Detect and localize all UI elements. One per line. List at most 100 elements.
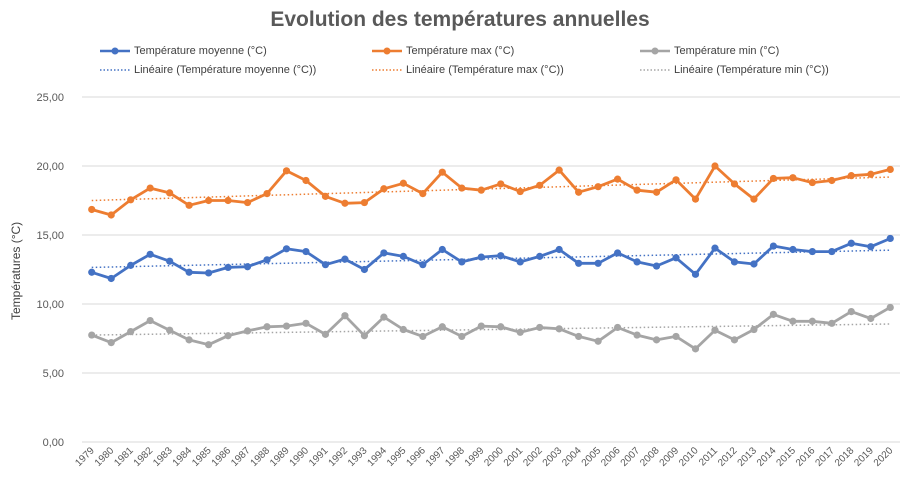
x-tick-label: 1988 [249, 445, 273, 469]
data-point [652, 188, 661, 196]
data-point [224, 196, 232, 205]
data-point [341, 312, 349, 320]
data-point [808, 317, 816, 325]
data-point [516, 187, 524, 196]
data-point [769, 310, 778, 318]
data-point [847, 172, 855, 180]
data-point [166, 189, 174, 197]
series-line [91, 164, 891, 217]
data-point [127, 261, 135, 269]
data-point [497, 180, 505, 188]
data-point [730, 336, 739, 344]
data-point [497, 323, 505, 331]
legend-trend-label-min: Linéaire (Température min (°C)) [674, 64, 829, 76]
data-point [127, 328, 135, 336]
data-point [575, 188, 583, 196]
x-tick-label: 1990 [288, 445, 312, 469]
data-point [458, 258, 466, 266]
data-point [204, 196, 213, 205]
y-tick-label: 5,00 [43, 368, 64, 380]
data-point [477, 253, 485, 261]
data-point [789, 317, 797, 325]
data-point [127, 196, 135, 204]
data-point [477, 186, 485, 194]
data-point [633, 331, 641, 339]
x-tick-label: 1997 [424, 445, 448, 469]
data-point [380, 313, 388, 321]
x-tick-label: 1992 [327, 445, 351, 469]
data-point [789, 174, 797, 182]
data-point [146, 316, 154, 325]
data-point [341, 255, 349, 263]
x-tick-label: 2006 [599, 445, 623, 469]
data-point [691, 345, 700, 353]
x-tick-label: 2001 [502, 445, 526, 469]
data-point [458, 184, 466, 192]
data-point [730, 180, 739, 188]
data-point [711, 326, 719, 334]
data-point [419, 190, 427, 198]
legend-marker-min [640, 47, 670, 55]
data-point [536, 252, 544, 260]
data-point [321, 261, 330, 269]
legend-label-max: Température max (°C) [406, 45, 515, 57]
x-tick-label: 2003 [541, 445, 565, 469]
trendline [91, 249, 891, 269]
data-point [886, 303, 894, 312]
data-point [828, 176, 836, 185]
data-point [847, 239, 855, 247]
data-point [282, 245, 291, 253]
data-point [555, 325, 563, 333]
data-point [497, 252, 505, 260]
legend-item-trend-moyenne: Linéaire (Température moyenne (°C)) [100, 64, 316, 76]
data-point [711, 162, 719, 170]
data-point [691, 195, 700, 203]
data-point [302, 319, 310, 327]
data-point [633, 186, 641, 194]
data-point [672, 254, 680, 262]
x-tick-label: 2014 [755, 445, 779, 469]
x-tick-label: 2010 [677, 445, 701, 469]
data-point [652, 336, 661, 344]
data-point [789, 245, 797, 254]
data-point [867, 314, 875, 323]
data-point [380, 249, 388, 257]
data-point [107, 211, 115, 219]
data-point [555, 166, 563, 174]
data-point [185, 268, 193, 276]
x-tick-label: 2018 [833, 445, 857, 469]
data-point [672, 176, 680, 184]
data-point [750, 195, 758, 203]
data-point [769, 242, 778, 250]
data-point [828, 319, 836, 327]
legend-item-trend-max: Linéaire (Température max (°C)) [372, 64, 564, 76]
data-point [360, 198, 369, 207]
y-tick-label: 0,00 [43, 437, 64, 449]
data-point [321, 330, 330, 338]
legend-trend-marker-min [640, 69, 670, 71]
data-point [107, 339, 115, 347]
data-point [360, 332, 369, 340]
data-point [263, 323, 271, 331]
x-tick-label: 2019 [852, 445, 876, 469]
legend-trend-marker-max [372, 69, 402, 71]
x-tick-label: 1987 [229, 445, 253, 469]
data-point [769, 174, 778, 183]
legend-trend-marker-moyenne [100, 69, 130, 71]
x-tick-label: 1986 [210, 445, 234, 469]
data-point [399, 179, 407, 187]
data-point [575, 332, 583, 341]
data-point [536, 323, 544, 332]
data-point [302, 247, 310, 256]
data-point [847, 307, 855, 316]
legend-item-min: Température min (°C) [640, 45, 779, 57]
x-tick-label: 2009 [658, 445, 682, 469]
x-tick-label: 1993 [346, 445, 370, 469]
legend-marker-max [372, 47, 402, 55]
x-tick-label: 2015 [774, 445, 798, 469]
x-tick-label: 2016 [794, 445, 818, 469]
data-point [613, 175, 622, 183]
x-tick-label: 2017 [813, 445, 837, 469]
x-tick-label: 1994 [365, 445, 389, 469]
